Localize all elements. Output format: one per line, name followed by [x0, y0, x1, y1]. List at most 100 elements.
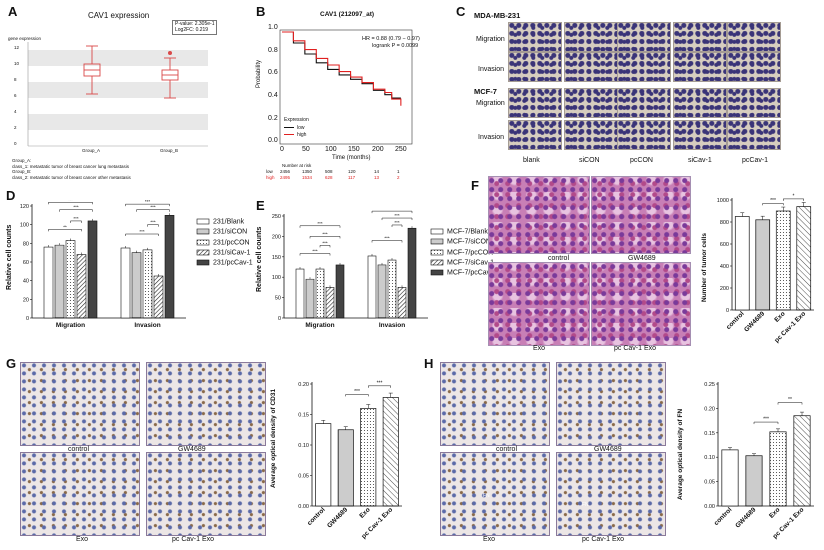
- legend-label: MCF-7/pcCON: [447, 249, 494, 257]
- panel-c-transwell-image: [564, 52, 618, 82]
- panel-f-image-label: pc Cav-1 Exo: [614, 345, 657, 352]
- x-category-label: Migration: [305, 322, 334, 329]
- sig-bracket: [371, 210, 413, 214]
- sig-bracket: [136, 209, 170, 212]
- panel-b-risk-high: 13: [374, 175, 380, 180]
- x-category-label: control: [713, 506, 734, 527]
- bar: [796, 206, 812, 311]
- panel-b-hr: HR = 0.88 (0.79 − 0.97): [362, 36, 420, 42]
- panel-h-ihc-image: [440, 452, 550, 536]
- panel-h-ihc-image: [440, 362, 550, 446]
- x-category-label: Exo: [768, 506, 781, 519]
- legend-swatch: [430, 239, 444, 245]
- sig-label: ***: [389, 210, 395, 211]
- y-tick-label: 250: [272, 214, 281, 220]
- sig-bracket: [368, 385, 391, 388]
- panel-c-col-label: pcCON: [630, 157, 653, 164]
- sig-label: ***: [150, 220, 156, 225]
- panel-g-ihc-image: [146, 362, 266, 446]
- panel-b-risk-high: 2495: [280, 175, 291, 180]
- panel-f-he-image: [591, 176, 691, 254]
- panel-b-legend-low-label: low: [297, 125, 305, 131]
- panel-b-legend-title: Expression: [284, 117, 309, 123]
- panel-a-group-b: Group_B: [160, 148, 179, 153]
- panel-d-chart: 020406080100120Migration***********Invas…: [20, 200, 186, 329]
- panel-b-ytick: 0.4: [268, 92, 278, 99]
- y-tick-label: 0: [26, 316, 29, 322]
- panel-g-image-label: control: [68, 446, 90, 453]
- sig-label: *: [793, 193, 795, 199]
- panel-g-ihc-image: [20, 452, 140, 536]
- panel-a-note: Group_A:: [12, 158, 32, 163]
- sig-bracket: [762, 203, 784, 206]
- bar: [120, 247, 131, 319]
- x-category-label: GW4689: [743, 310, 766, 333]
- panel-a-ytick: 4: [14, 109, 17, 114]
- x-category-label: Invasion: [379, 322, 405, 329]
- legend-swatch: [430, 228, 444, 235]
- y-tick-label: 0.15: [298, 413, 309, 419]
- panel-c-transwell-image: [673, 22, 727, 52]
- panel-a-notes: Group_A: class_1: metastatic tumor of br…: [12, 158, 131, 180]
- panel-c-transwell-image: [617, 120, 671, 150]
- sig-bracket: [381, 217, 413, 221]
- panel-c-row-label: Migration: [476, 36, 505, 43]
- panel-c-transwell-image: [673, 88, 727, 118]
- panel-c-transwell-image: [508, 22, 562, 52]
- panel-b-risk-low: 508: [325, 169, 333, 174]
- sig-bracket: [299, 253, 331, 256]
- sig-bracket: [371, 240, 403, 243]
- sig-label: **: [788, 397, 792, 403]
- panel-c-row-label: Invasion: [478, 134, 505, 141]
- x-category-label: GW4689: [734, 506, 757, 529]
- panel-g-ihc-image: [20, 362, 140, 446]
- bar: [65, 240, 76, 319]
- panel-g-image-label: Exo: [76, 536, 89, 543]
- panel-a-ytick: 6: [14, 93, 17, 98]
- panel-a-note: Group_B:: [12, 169, 32, 174]
- legend-item: MCF-7/siCON: [430, 238, 496, 246]
- sig-bracket: [783, 198, 804, 201]
- panel-h-ihc-image: [556, 452, 666, 536]
- sig-label: ***: [73, 205, 79, 210]
- y-tick-label: 0.20: [298, 382, 309, 388]
- bar: [87, 220, 98, 319]
- sig-bracket: [48, 202, 93, 205]
- legend-swatch: [196, 249, 210, 256]
- panel-a-note: class_2: metastatic tumor of breast canc…: [12, 174, 131, 180]
- panel-b-xtick: 200: [372, 146, 384, 153]
- panel-c-transwell-image: [508, 120, 562, 150]
- panel-h-image-label: control: [496, 446, 518, 453]
- panel-g-letter: G: [6, 356, 17, 371]
- bar: [325, 287, 335, 319]
- bar: [377, 264, 387, 319]
- panel-b-xtick: 100: [325, 146, 337, 153]
- panel-b-risk-title: Number at risk: [282, 163, 312, 168]
- panel-a-pvalue: P-value: 2.305e-1: [175, 21, 215, 27]
- bar: [387, 259, 397, 319]
- panel-g-image-label: pc Cav-1 Exo: [172, 536, 215, 543]
- x-category-label: Exo: [773, 310, 786, 323]
- sig-label: ***: [354, 389, 360, 395]
- legend-label: 231/pcCON: [213, 239, 250, 247]
- bar: [769, 431, 787, 507]
- panel-h-ihc-image: [556, 362, 666, 446]
- panel-b-ytick: 0.8: [268, 47, 278, 54]
- panel-f-image-label: GW4689: [628, 255, 656, 262]
- panel-c-row-label: Migration: [476, 100, 505, 107]
- bar: [775, 210, 791, 311]
- sig-label: ***: [394, 220, 400, 225]
- sig-label: ***: [377, 380, 383, 386]
- bar: [382, 397, 399, 507]
- legend-swatch: [430, 270, 444, 276]
- panel-b-ytick: 1.0: [268, 24, 278, 31]
- panel-h-ylabel: Average optical density of FN: [677, 408, 684, 500]
- panel-a-letter: A: [8, 4, 18, 19]
- bar: [407, 227, 417, 319]
- y-tick-label: 0.05: [704, 480, 715, 486]
- y-tick-label: 200: [720, 286, 729, 292]
- y-tick-label: 80: [23, 241, 29, 247]
- sig-label: ***: [312, 249, 318, 254]
- legend-item: 231/siCON: [196, 228, 253, 236]
